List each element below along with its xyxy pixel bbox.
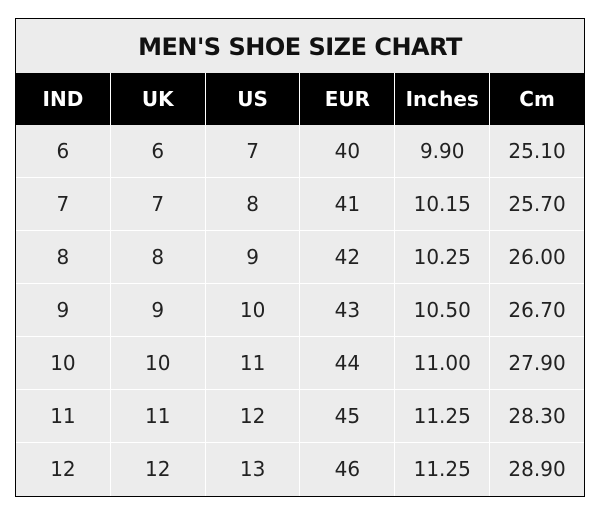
table-cell: 10 <box>16 337 111 390</box>
table-cell: 42 <box>300 231 396 284</box>
table-cell: 12 <box>16 443 111 496</box>
table-cell: 10.25 <box>395 231 491 284</box>
table-cell: 44 <box>300 337 396 390</box>
table-row: 12 12 13 46 11.25 28.90 <box>16 443 584 496</box>
table-cell: 6 <box>110 125 206 178</box>
table-cell: 10.50 <box>395 284 491 337</box>
table-cell: 46 <box>300 443 396 496</box>
table-cell: 10 <box>110 337 206 390</box>
column-header: Cm <box>519 87 555 111</box>
table-row: 11 11 12 45 11.25 28.30 <box>16 390 584 443</box>
table-cell: 9 <box>110 284 206 337</box>
table-cell: 11.25 <box>395 390 491 443</box>
table-row: 10 10 11 44 11.00 27.90 <box>16 337 584 390</box>
table-cell: 28.90 <box>508 457 566 481</box>
size-chart-table: MEN'S SHOE SIZE CHART IND UK US EUR Inches Cm… <box>15 18 585 497</box>
table-cell: 26.70 <box>490 284 584 337</box>
table-cell: 9 <box>16 284 111 337</box>
table-cell: 26.00 <box>490 231 584 284</box>
column-header: Inches <box>395 73 491 125</box>
column-header: US <box>206 73 301 125</box>
table-cell: 43 <box>300 284 396 337</box>
table-cell: 12 <box>205 390 301 443</box>
table-row: 9 9 10 43 10.50 26.70 <box>16 284 584 337</box>
table-body: 6 6 7 40 9.90 25.10 7 7 8 41 10.15 25.70 8 8 9 42 10.25 2… <box>16 125 584 496</box>
table-cell: 11 <box>205 337 301 390</box>
column-header: IND <box>16 73 111 125</box>
table-cell: 40 <box>300 125 396 178</box>
table-cell: 11 <box>110 390 206 443</box>
table-cell: 25.70 <box>490 178 584 231</box>
table-cell: 12 <box>111 443 206 496</box>
table-cell: 7 <box>205 125 301 178</box>
table-cell: 45 <box>300 390 396 443</box>
table-cell: 9 <box>205 231 301 284</box>
table-cell: 11.00 <box>395 337 491 390</box>
table-cell: 7 <box>16 178 111 231</box>
column-header: EUR <box>300 73 396 125</box>
table-cell: 7 <box>110 178 206 231</box>
column-header: UK <box>111 73 206 125</box>
table-cell: 25.10 <box>490 125 584 178</box>
table-cell: 28.30 <box>490 390 584 443</box>
table-cell: 10 <box>205 284 301 337</box>
table-cell: 11 <box>16 390 111 443</box>
table-row: 7 7 8 41 10.15 25.70 <box>16 178 584 231</box>
table-cell: 10.15 <box>395 178 491 231</box>
table-cell: 8 <box>110 231 206 284</box>
table-row: 6 6 7 40 9.90 25.10 <box>16 125 584 178</box>
table-cell: 13 <box>206 443 301 496</box>
table-cell: 27.90 <box>490 337 584 390</box>
table-title: MEN'S SHOE SIZE CHART <box>138 33 462 61</box>
table-cell: 41 <box>300 178 396 231</box>
header-row: IND UK US EUR Inches Cm <box>16 73 584 125</box>
table-cell: 8 <box>16 231 111 284</box>
table-cell: 9.90 <box>395 125 491 178</box>
table-cell: 11.25 <box>395 443 491 496</box>
table-cell: 8 <box>205 178 301 231</box>
table-row: 8 8 9 42 10.25 26.00 <box>16 231 584 284</box>
table-cell: 6 <box>16 125 111 178</box>
